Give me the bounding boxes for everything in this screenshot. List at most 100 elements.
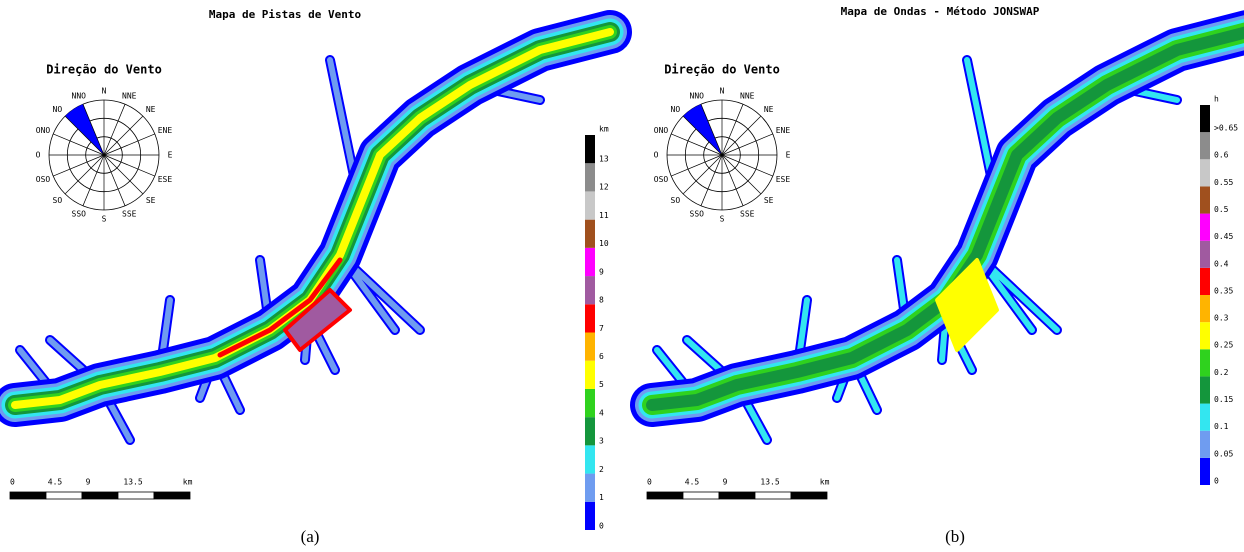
legend-swatch: [585, 304, 595, 332]
scale-unit: km: [183, 478, 193, 487]
legend-label: >0.65: [1214, 124, 1238, 133]
legend-swatch: [1200, 295, 1210, 322]
legend-label: 0.1: [1214, 422, 1229, 431]
scale-label: 9: [723, 478, 728, 487]
compass-spoke: [104, 116, 143, 155]
legend-swatch: [1200, 322, 1210, 349]
compass-spoke: [722, 116, 761, 155]
legend-swatch: [1200, 349, 1210, 376]
legend-swatch: [585, 191, 595, 219]
compass-title: Direção do Vento: [664, 63, 780, 77]
scale-segment: [647, 492, 683, 499]
legend-swatch: [585, 445, 595, 473]
legend-label: 0.3: [1214, 314, 1229, 323]
compass-label: NO: [53, 105, 63, 114]
scale-segment: [118, 492, 154, 499]
compass-label: O: [654, 151, 659, 160]
compass-spoke: [65, 155, 104, 194]
compass-label: E: [786, 151, 791, 160]
compass-spoke: [683, 155, 722, 194]
legend-label: 0.6: [1214, 151, 1229, 160]
compass-label: ESE: [776, 175, 791, 184]
legend-swatch: [1200, 268, 1210, 295]
legend-label: 11: [599, 211, 609, 220]
compass-label: SO: [671, 196, 681, 205]
legend-label: 0.35: [1214, 286, 1233, 295]
legend-swatch: [585, 389, 595, 417]
compass-label: S: [102, 215, 107, 224]
legend-label: 0: [599, 521, 604, 530]
map-title: Mapa de Ondas - Método JONSWAP: [841, 5, 1040, 18]
compass-label: SSE: [122, 210, 137, 219]
legend-swatch: [585, 333, 595, 361]
compass-label: ESE: [158, 175, 173, 184]
legend-swatch: [1200, 458, 1210, 485]
scale-label: 4.5: [48, 478, 63, 487]
compass-label: ENE: [776, 126, 791, 135]
scale-segment: [719, 492, 755, 499]
caption: (b): [945, 527, 965, 546]
compass-label: SE: [764, 196, 774, 205]
legend-label: 13: [599, 154, 609, 163]
scale-segment: [10, 492, 46, 499]
legend-swatch: [585, 220, 595, 248]
legend-swatch: [1200, 376, 1210, 403]
legend-label: 10: [599, 239, 609, 248]
scale-label: 0: [647, 478, 652, 487]
legend-label: 4: [599, 408, 604, 417]
legend-swatch: [1200, 241, 1210, 268]
legend-label: 0.05: [1214, 449, 1233, 458]
scale-segment: [755, 492, 791, 499]
legend-label: 0.25: [1214, 341, 1233, 350]
legend-label: 0.4: [1214, 259, 1229, 268]
legend-swatch: [1200, 186, 1210, 213]
legend-swatch: [585, 361, 595, 389]
legend-label: 6: [599, 352, 604, 361]
compass-label: NE: [146, 105, 156, 114]
compass-label: SE: [146, 196, 156, 205]
legend-unit: h: [1214, 95, 1219, 104]
compass-label: O: [36, 151, 41, 160]
compass-spoke: [104, 155, 143, 194]
compass-label: NNE: [740, 91, 755, 100]
legend-label: 0.2: [1214, 368, 1229, 377]
legend-label: 12: [599, 183, 609, 192]
compass-label: SSO: [690, 210, 705, 219]
legend-swatch: [585, 474, 595, 502]
legend-swatch: [1200, 404, 1210, 431]
legend-swatch: [585, 502, 595, 530]
compass-label: E: [168, 151, 173, 160]
scale-label: 0: [10, 478, 15, 487]
legend-swatch: [1200, 132, 1210, 159]
scale-unit: km: [820, 478, 830, 487]
scale-segment: [791, 492, 827, 499]
scale-segment: [683, 492, 719, 499]
compass-label: SSE: [740, 210, 755, 219]
legend-label: 0.5: [1214, 205, 1229, 214]
compass-label: OSO: [654, 175, 669, 184]
legend-swatch: [1200, 105, 1210, 132]
legend-label: 0.55: [1214, 178, 1233, 187]
legend-label: 2: [599, 465, 604, 474]
compass-label: OSO: [36, 175, 51, 184]
legend-swatch: [1200, 159, 1210, 186]
compass-title: Direção do Vento: [46, 63, 162, 77]
scale-label: 4.5: [685, 478, 700, 487]
compass-label: NE: [764, 105, 774, 114]
wind-sector: [683, 104, 722, 155]
map-title: Mapa de Pistas de Vento: [209, 8, 362, 21]
legend-label: 7: [599, 324, 604, 333]
legend-swatch: [585, 163, 595, 191]
legend-label: 8: [599, 296, 604, 305]
legend-label: 3: [599, 437, 604, 446]
caption: (a): [301, 527, 320, 546]
compass-spoke: [722, 155, 761, 194]
legend-label: 1: [599, 493, 604, 502]
scale-label: 13.5: [760, 478, 779, 487]
scale-segment: [82, 492, 118, 499]
compass-label: NO: [671, 105, 681, 114]
scale-label: 13.5: [123, 478, 142, 487]
legend-label: 5: [599, 380, 604, 389]
compass-label: ENE: [158, 126, 173, 135]
compass-label: SSO: [72, 210, 87, 219]
